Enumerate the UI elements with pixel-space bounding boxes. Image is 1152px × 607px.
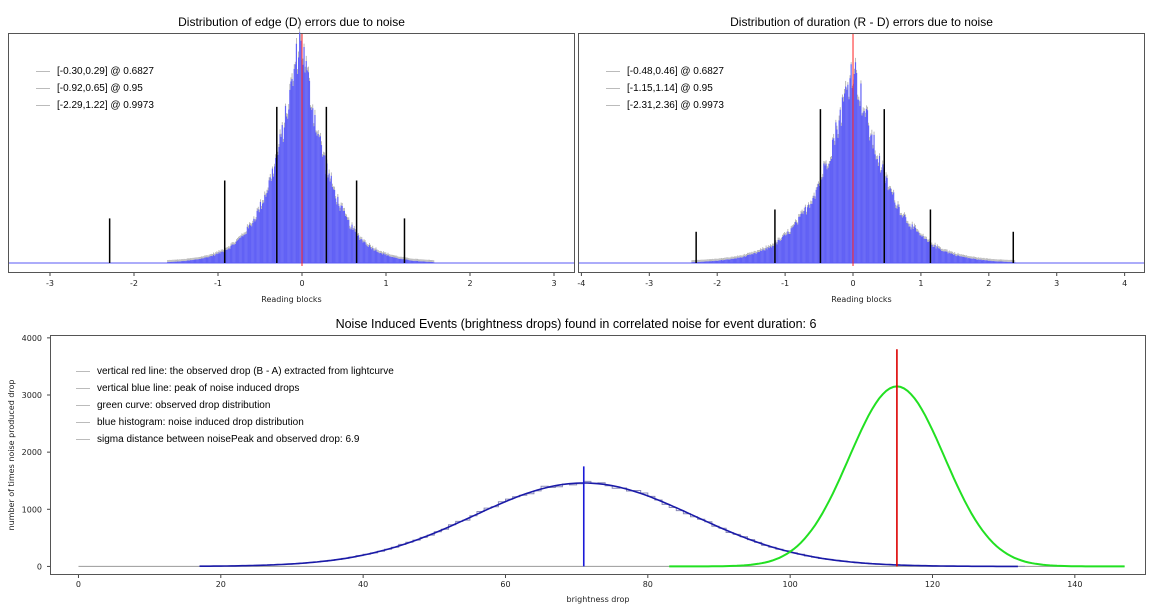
- legend-line-icon: [76, 405, 90, 406]
- edge-errors-title: Distribution of edge (D) errors due to n…: [178, 15, 405, 29]
- legend-line-icon: [76, 388, 90, 389]
- noise-events-plot-frame: [50, 335, 1146, 575]
- legend-label: [-1.15,1.14] @ 0.95: [627, 83, 713, 94]
- x-tick-label: -3: [46, 279, 54, 288]
- legend-line-icon: [36, 105, 50, 106]
- x-tick-label: 0: [76, 580, 81, 589]
- x-tick-label: 2: [986, 279, 991, 288]
- x-tick-label: 140: [1067, 580, 1082, 589]
- y-tick-label: 3000: [22, 391, 42, 400]
- legend-line-icon: [606, 88, 620, 89]
- x-tick-label: -1: [214, 279, 222, 288]
- y-tick-label: 0: [37, 562, 42, 571]
- x-tick-label: 4: [1122, 279, 1127, 288]
- legend-label: [-0.48,0.46] @ 0.6827: [627, 66, 724, 77]
- duration-errors-legend: [-0.48,0.46] @ 0.6827 [-1.15,1.14] @ 0.9…: [606, 63, 724, 114]
- legend-label: [-2.29,1.22] @ 0.9973: [57, 100, 154, 111]
- edge-errors-legend: [-0.30,0.29] @ 0.6827 [-0.92,0.65] @ 0.9…: [36, 63, 154, 114]
- legend-label: [-2.31,2.36] @ 0.9973: [627, 100, 724, 111]
- legend-label: green curve: observed drop distribution: [97, 400, 271, 411]
- x-tick-label: 60: [500, 580, 510, 589]
- noise-events-title: Noise Induced Events (brightness drops) …: [335, 317, 817, 331]
- noise-events-legend: vertical red line: the observed drop (B …: [76, 363, 394, 448]
- legend-item: [-2.29,1.22] @ 0.9973: [36, 97, 154, 114]
- x-tick-label: -2: [130, 279, 138, 288]
- legend-line-icon: [36, 88, 50, 89]
- legend-item: [-1.15,1.14] @ 0.95: [606, 80, 724, 97]
- x-tick-label: 2: [467, 279, 472, 288]
- x-tick-label: -3: [645, 279, 653, 288]
- legend-item: [-0.92,0.65] @ 0.95: [36, 80, 154, 97]
- x-tick-label: 100: [783, 580, 798, 589]
- legend-label: vertical red line: the observed drop (B …: [97, 366, 394, 377]
- legend-line-icon: [76, 371, 90, 372]
- x-tick-label: -1: [781, 279, 789, 288]
- legend-label: blue histogram: noise induced drop distr…: [97, 417, 304, 428]
- x-tick-label: 0: [299, 279, 304, 288]
- x-tick-label: 40: [358, 580, 368, 589]
- legend-item: vertical red line: the observed drop (B …: [76, 363, 394, 380]
- duration-errors-title: Distribution of duration (R - D) errors …: [730, 15, 993, 29]
- x-tick-label: 3: [551, 279, 556, 288]
- legend-line-icon: [76, 422, 90, 423]
- legend-item: blue histogram: noise induced drop distr…: [76, 414, 394, 431]
- legend-line-icon: [606, 71, 620, 72]
- noise-histogram-steps: [199, 480, 1025, 567]
- x-tick-label: 120: [925, 580, 940, 589]
- x-tick-label: -2: [713, 279, 721, 288]
- legend-line-icon: [606, 105, 620, 106]
- x-axis-label: Reading blocks: [261, 295, 321, 304]
- y-axis-label: number of times noise produced drop: [7, 380, 16, 531]
- legend-item: sigma distance between noisePeak and obs…: [76, 431, 394, 448]
- y-tick-label: 4000: [22, 334, 42, 343]
- x-tick-label: 20: [216, 580, 226, 589]
- x-tick-label: 80: [643, 580, 653, 589]
- x-tick-label: 1: [918, 279, 923, 288]
- y-tick-label: 1000: [22, 505, 42, 514]
- legend-label: sigma distance between noisePeak and obs…: [97, 434, 360, 445]
- noise-distribution-curve: [199, 482, 1018, 568]
- x-tick-label: 0: [850, 279, 855, 288]
- x-tick-label: -4: [577, 279, 585, 288]
- histogram-bars: [579, 57, 1144, 264]
- legend-label: vertical blue line: peak of noise induce…: [97, 383, 300, 394]
- legend-item: [-0.48,0.46] @ 0.6827: [606, 63, 724, 80]
- x-tick-label: 3: [1054, 279, 1059, 288]
- legend-label: [-0.30,0.29] @ 0.6827: [57, 66, 154, 77]
- legend-item: [-2.31,2.36] @ 0.9973: [606, 97, 724, 114]
- x-tick-label: 1: [383, 279, 388, 288]
- x-axis-label: brightness drop: [567, 595, 630, 604]
- legend-item: vertical blue line: peak of noise induce…: [76, 380, 394, 397]
- legend-item: [-0.30,0.29] @ 0.6827: [36, 63, 154, 80]
- x-axis-label: Reading blocks: [831, 295, 891, 304]
- legend-label: [-0.92,0.65] @ 0.95: [57, 83, 143, 94]
- legend-line-icon: [36, 71, 50, 72]
- histogram-bars: [9, 25, 574, 264]
- y-tick-label: 2000: [22, 448, 42, 457]
- legend-item: green curve: observed drop distribution: [76, 397, 394, 414]
- legend-line-icon: [76, 439, 90, 440]
